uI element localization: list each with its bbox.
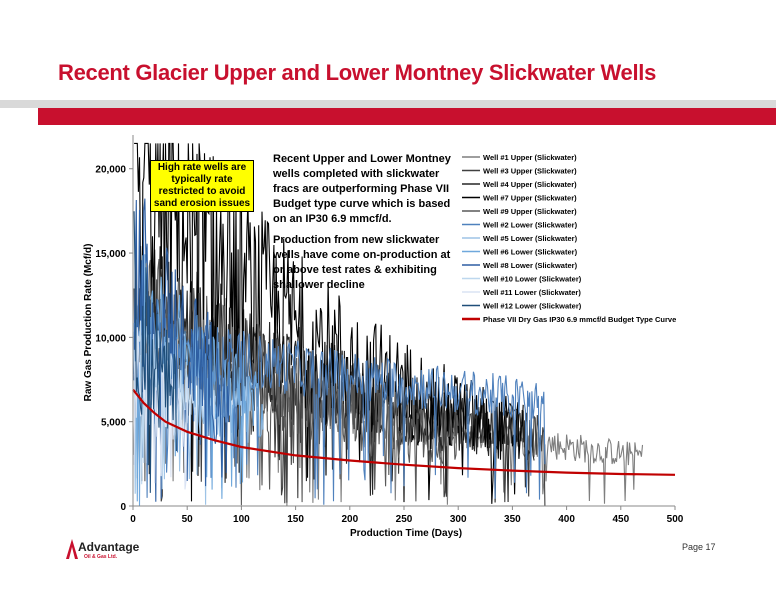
x-tick-label: 0	[130, 514, 136, 525]
page-title: Recent Glacier Upper and Lower Montney S…	[58, 60, 657, 85]
legend-item-label: Well #4 Upper (Slickwater)	[483, 180, 577, 189]
legend-item-label: Well #2 Lower (Slickwater)	[483, 221, 578, 230]
annotation-text: Recent Upper and Lower Montney wells com…	[273, 152, 453, 299]
advantage-logo-icon	[66, 539, 78, 559]
x-tick-label: 200	[341, 514, 358, 525]
x-tick-label: 100	[233, 514, 250, 525]
legend-item-label: Well #1 Upper (Slickwater)	[483, 153, 577, 162]
type-curve-line	[132, 388, 676, 476]
x-axis-label: Production Time (Days)	[350, 528, 462, 539]
y-tick-label: 10,000	[95, 333, 126, 344]
y-axis-label: Raw Gas Production Rate (Mcf/d)	[83, 244, 94, 402]
series-line-10	[133, 327, 188, 490]
x-tick-label: 450	[612, 514, 629, 525]
x-tick-label: 400	[558, 514, 575, 525]
logo-subtext: Oil & Gas Ltd.	[84, 554, 118, 560]
logo-text: Advantage	[78, 540, 140, 554]
legend-item-label: Well #7 Upper (Slickwater)	[483, 194, 577, 203]
y-tick-label: 15,000	[95, 249, 126, 260]
series-line-7	[133, 254, 264, 507]
legend-item-label: Well #9 Upper (Slickwater)	[483, 207, 577, 216]
callout-box: High rate wells are typically rate restr…	[150, 160, 254, 212]
x-tick-label: 350	[504, 514, 521, 525]
legend-item-label: Well #10 Lower (Slickwater)	[483, 275, 582, 284]
legend-item-label: Well #11 Lower (Slickwater)	[483, 288, 581, 297]
x-tick-label: 300	[450, 514, 467, 525]
x-tick-label: 250	[396, 514, 413, 525]
series-line-5	[133, 310, 546, 505]
series-line-11	[133, 211, 177, 493]
y-tick-label: 5,000	[101, 418, 126, 429]
legend-item-label: Phase VII Dry Gas IP30 6.9 mmcf/d Budget…	[483, 315, 676, 324]
x-tick-label: 50	[182, 514, 194, 525]
header-band-grey	[0, 100, 776, 108]
x-tick-label: 150	[287, 514, 304, 525]
page-number: Page 17	[682, 542, 716, 552]
legend-item-label: Well #12 Lower (Slickwater)	[483, 302, 582, 311]
header-band-red	[38, 108, 776, 125]
legend-item-label: Well #5 Lower (Slickwater)	[483, 234, 578, 243]
legend-item-label: Well #6 Lower (Slickwater)	[483, 248, 578, 257]
annotation-para-1: Recent Upper and Lower Montney wells com…	[273, 153, 451, 225]
legend-item-label: Well #3 Upper (Slickwater)	[483, 167, 577, 176]
y-tick-label: 0	[120, 502, 126, 513]
legend-item-label: Well #8 Lower (Slickwater)	[483, 261, 578, 270]
y-tick-label: 20,000	[95, 165, 126, 176]
annotation-para-2: Production from new slickwater wells hav…	[273, 234, 451, 291]
x-tick-label: 500	[667, 514, 684, 525]
